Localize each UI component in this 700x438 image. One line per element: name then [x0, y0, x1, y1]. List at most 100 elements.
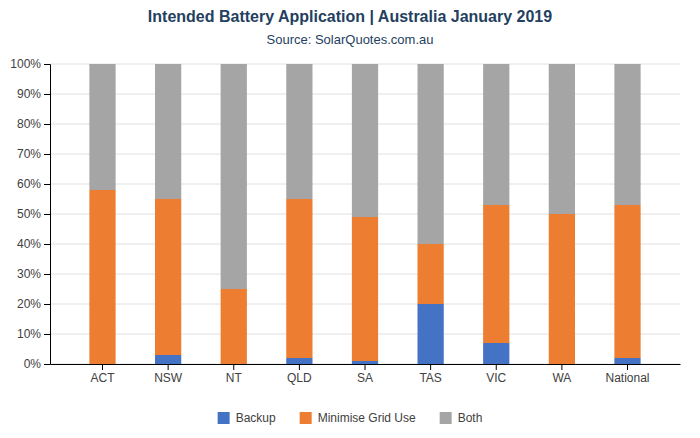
y-tick-mark — [44, 64, 50, 65]
x-tick: WA — [552, 364, 571, 385]
y-tick-mark — [44, 184, 50, 185]
y-tick-label: 10% — [17, 327, 41, 341]
bar — [89, 64, 115, 190]
y-tick-label: 50% — [17, 207, 41, 221]
chart: ACT NSW NT QLD SA TAS VIC WA National 0% 10% 20% 30%… — [0, 0, 700, 438]
bar — [155, 355, 181, 364]
y-tick-label: 90% — [17, 87, 41, 101]
bar — [155, 199, 181, 355]
y-tick-label: 60% — [17, 177, 41, 191]
y-tick: 10% — [17, 327, 50, 341]
x-tick: National — [605, 364, 649, 385]
x-tick-mark — [299, 364, 300, 370]
y-tick-mark — [44, 154, 50, 155]
legend-item: Minimise Grid Use — [300, 411, 416, 425]
legend-item: Both — [440, 411, 483, 425]
bar — [418, 64, 444, 244]
title: Intended Battery Application | Australia… — [148, 8, 552, 25]
y-tick-mark — [44, 334, 50, 335]
x-tick: NT — [226, 364, 243, 385]
legend-swatch — [218, 412, 230, 424]
bar — [483, 64, 509, 205]
y-tick-label: 70% — [17, 147, 41, 161]
x-tick-label: SA — [357, 371, 373, 385]
y-axis-line — [44, 65, 51, 365]
y-tick-mark — [44, 124, 50, 125]
y-tick-mark — [44, 94, 50, 95]
x-tick-label: National — [605, 371, 649, 385]
x-tick: SA — [357, 364, 373, 385]
legend-swatch — [440, 412, 452, 424]
chart-container: ACT NSW NT QLD SA TAS VIC WA National 0% 10% 20% 30%… — [0, 0, 700, 438]
bar — [352, 64, 378, 217]
x-tick-mark — [233, 364, 234, 370]
y-tick-label: 20% — [17, 297, 41, 311]
bar — [418, 244, 444, 304]
bar — [89, 190, 115, 364]
y-axis: 0% 10% 20% 30% 40% 50% 60% 70% 80% 90% 100% — [10, 57, 50, 371]
bar — [221, 64, 247, 289]
x-tick-label: NSW — [154, 371, 183, 385]
x-tick-label: VIC — [486, 371, 506, 385]
bar — [483, 205, 509, 343]
bar — [286, 358, 312, 364]
x-tick-label: TAS — [419, 371, 441, 385]
x-tick: ACT — [91, 364, 116, 385]
y-tick-mark — [44, 364, 50, 365]
x-tick-label: NT — [226, 371, 243, 385]
x-tick-mark — [365, 364, 366, 370]
legend-label: Backup — [236, 411, 276, 425]
y-tick: 90% — [17, 87, 50, 101]
legend-swatch — [300, 412, 312, 424]
x-tick-mark — [430, 364, 431, 370]
y-tick: 100% — [10, 57, 50, 71]
y-tick: 70% — [17, 147, 50, 161]
subtitle: Source: SolarQuotes.com.au — [267, 32, 434, 47]
y-tick: 50% — [17, 207, 50, 221]
y-tick-mark — [44, 214, 50, 215]
x-axis: ACT NSW NT QLD SA TAS VIC WA National — [51, 364, 681, 385]
bar — [418, 304, 444, 364]
legend: Backup Minimise Grid Use Both — [218, 411, 483, 425]
bars — [89, 64, 640, 364]
y-tick: 60% — [17, 177, 50, 191]
y-tick: 0% — [24, 357, 50, 371]
legend-label: Minimise Grid Use — [318, 411, 416, 425]
y-tick-label: 40% — [17, 237, 41, 251]
bar — [221, 289, 247, 364]
bar — [549, 214, 575, 364]
y-tick: 20% — [17, 297, 50, 311]
grid — [50, 64, 680, 364]
y-tick-label: 0% — [24, 357, 42, 371]
bar — [614, 64, 640, 205]
legend-item: Backup — [218, 411, 276, 425]
y-tick-label: 80% — [17, 117, 41, 131]
x-tick: QLD — [287, 364, 312, 385]
bar — [614, 358, 640, 364]
bar — [286, 64, 312, 199]
bar — [155, 64, 181, 199]
y-tick-mark — [44, 304, 50, 305]
x-tick-mark — [168, 364, 169, 370]
bar-series — [89, 64, 640, 289]
bar — [352, 361, 378, 364]
y-tick-label: 30% — [17, 267, 41, 281]
x-tick-mark — [496, 364, 497, 370]
x-tick-mark — [561, 364, 562, 370]
y-tick-mark — [44, 274, 50, 275]
x-tick: NSW — [154, 364, 183, 385]
y-tick: 30% — [17, 267, 50, 281]
bar — [614, 205, 640, 358]
bar — [549, 64, 575, 214]
y-tick-mark — [44, 244, 50, 245]
x-tick-label: WA — [552, 371, 571, 385]
bar — [352, 217, 378, 361]
x-tick-label: ACT — [91, 371, 116, 385]
x-tick-label: QLD — [287, 371, 312, 385]
y-tick-label: 100% — [10, 57, 41, 71]
x-tick: TAS — [419, 364, 441, 385]
x-tick: VIC — [486, 364, 506, 385]
legend-label: Both — [458, 411, 483, 425]
x-tick-mark — [627, 364, 628, 370]
x-tick-mark — [102, 364, 103, 370]
